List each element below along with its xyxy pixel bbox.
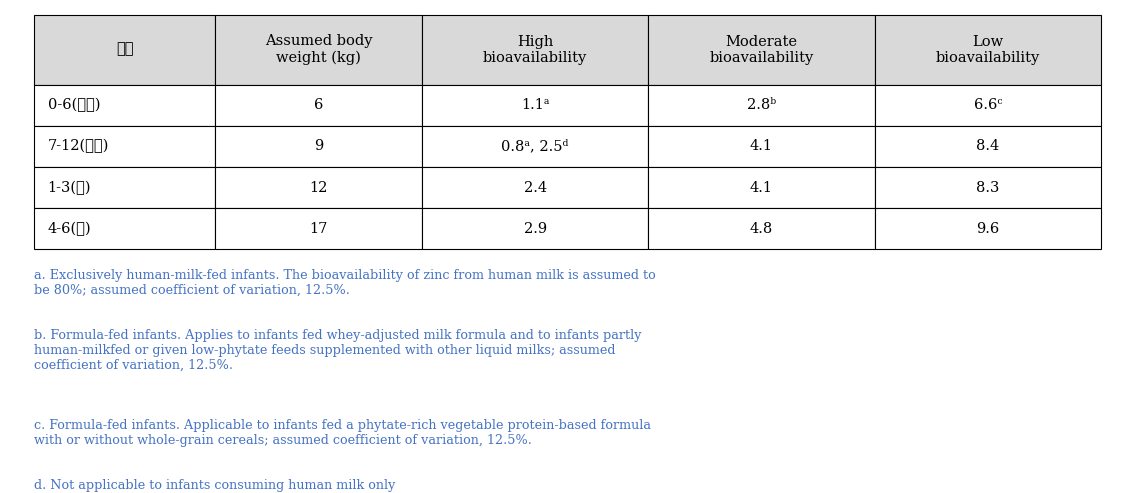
FancyBboxPatch shape — [216, 85, 422, 126]
Text: 4.1: 4.1 — [750, 140, 773, 153]
FancyBboxPatch shape — [216, 167, 422, 208]
Text: 1.1ᵃ: 1.1ᵃ — [521, 98, 549, 112]
Text: 9.6: 9.6 — [976, 222, 1000, 236]
Text: 8.4: 8.4 — [976, 140, 1000, 153]
Text: 7-12(개월): 7-12(개월) — [48, 140, 109, 154]
FancyBboxPatch shape — [648, 167, 875, 208]
Text: 9: 9 — [314, 140, 323, 153]
Text: c. Formula-fed infants. Applicable to infants fed a phytate-rich vegetable prote: c. Formula-fed infants. Applicable to in… — [34, 419, 651, 447]
Text: 4-6(세): 4-6(세) — [48, 222, 91, 236]
Text: d. Not applicable to infants consuming human milk only: d. Not applicable to infants consuming h… — [34, 479, 395, 492]
FancyBboxPatch shape — [34, 85, 216, 126]
FancyBboxPatch shape — [648, 208, 875, 249]
FancyBboxPatch shape — [875, 167, 1101, 208]
FancyBboxPatch shape — [875, 85, 1101, 126]
Text: 2.9: 2.9 — [523, 222, 547, 236]
Text: 0.8ᵃ, 2.5ᵈ: 0.8ᵃ, 2.5ᵈ — [502, 140, 569, 153]
Text: 4.1: 4.1 — [750, 180, 773, 195]
Text: High
bioavailability: High bioavailability — [484, 35, 587, 65]
FancyBboxPatch shape — [34, 167, 216, 208]
FancyBboxPatch shape — [875, 126, 1101, 167]
Text: 연령: 연령 — [116, 42, 133, 57]
FancyBboxPatch shape — [34, 208, 216, 249]
FancyBboxPatch shape — [216, 208, 422, 249]
FancyBboxPatch shape — [216, 126, 422, 167]
Text: 12: 12 — [310, 180, 328, 195]
Text: Low
bioavailability: Low bioavailability — [935, 35, 1040, 65]
Text: 4.8: 4.8 — [750, 222, 773, 236]
FancyBboxPatch shape — [875, 14, 1101, 85]
FancyBboxPatch shape — [875, 208, 1101, 249]
Text: b. Formula-fed infants. Applies to infants fed whey-adjusted milk formula and to: b. Formula-fed infants. Applies to infan… — [34, 329, 641, 372]
Text: 6: 6 — [314, 98, 323, 112]
FancyBboxPatch shape — [422, 208, 648, 249]
Text: 8.3: 8.3 — [976, 180, 1000, 195]
Text: 6.6ᶜ: 6.6ᶜ — [974, 98, 1002, 112]
FancyBboxPatch shape — [422, 14, 648, 85]
Text: Moderate
bioavailability: Moderate bioavailability — [709, 35, 814, 65]
Text: 2.8ᵇ: 2.8ᵇ — [747, 98, 776, 112]
Text: Assumed body
weight (kg): Assumed body weight (kg) — [264, 35, 372, 65]
FancyBboxPatch shape — [216, 14, 422, 85]
FancyBboxPatch shape — [34, 14, 216, 85]
FancyBboxPatch shape — [422, 126, 648, 167]
Text: 0-6(개월): 0-6(개월) — [48, 98, 100, 112]
Text: 17: 17 — [310, 222, 328, 236]
FancyBboxPatch shape — [648, 126, 875, 167]
Text: 2.4: 2.4 — [523, 180, 547, 195]
FancyBboxPatch shape — [422, 85, 648, 126]
FancyBboxPatch shape — [648, 85, 875, 126]
FancyBboxPatch shape — [422, 167, 648, 208]
Text: 1-3(세): 1-3(세) — [48, 180, 91, 195]
Text: a. Exclusively human-milk-fed infants. The bioavailability of zinc from human mi: a. Exclusively human-milk-fed infants. T… — [34, 269, 656, 297]
FancyBboxPatch shape — [34, 126, 216, 167]
FancyBboxPatch shape — [648, 14, 875, 85]
